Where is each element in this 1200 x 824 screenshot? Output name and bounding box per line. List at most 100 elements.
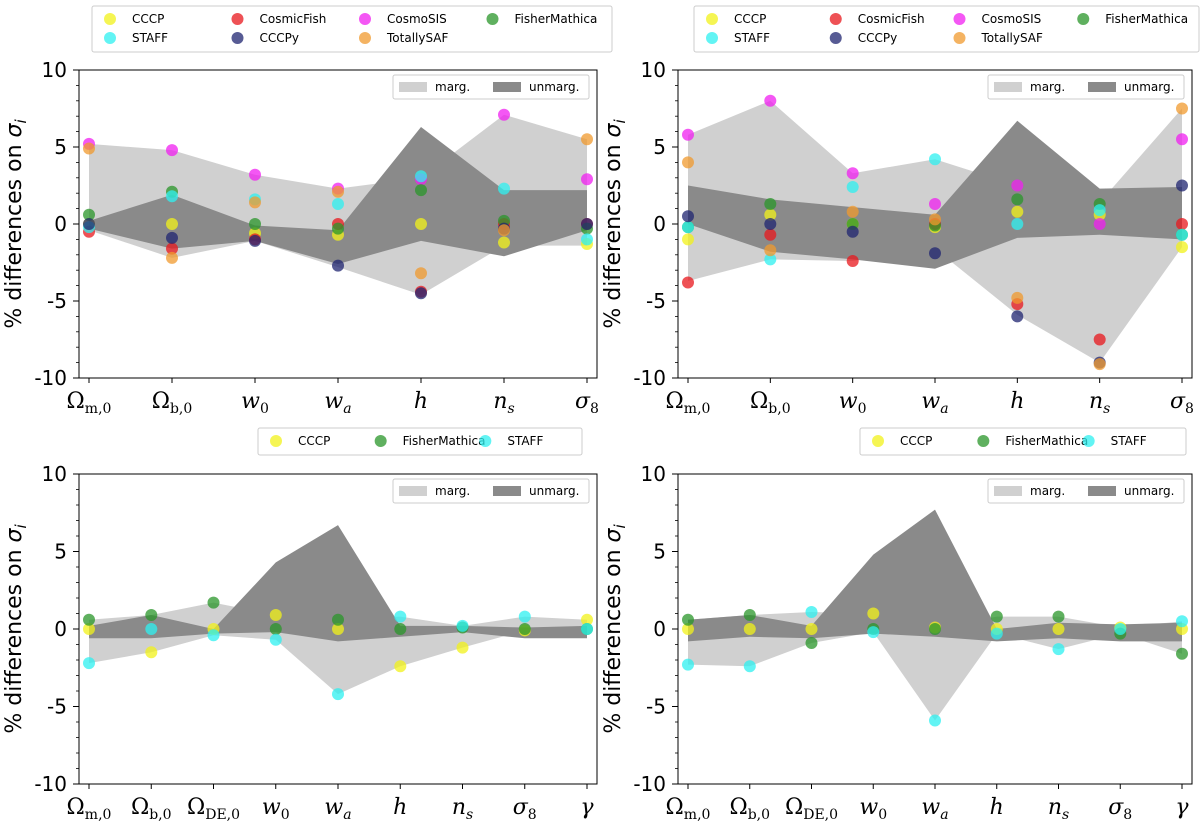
- data-point: [145, 646, 158, 659]
- data-point: [1052, 610, 1065, 623]
- unmarg-band: [89, 525, 587, 642]
- data-point: [145, 609, 158, 621]
- data-point: [682, 276, 694, 289]
- data-point: [1176, 241, 1188, 254]
- data-point: [1176, 615, 1188, 628]
- unmarg-swatch: [493, 82, 521, 92]
- marg-swatch: [994, 486, 1022, 496]
- series-legend-box: [91, 5, 613, 53]
- unmarg-band: [688, 120, 1182, 269]
- x-tick-label: Ωb,0: [750, 389, 791, 417]
- data-point: [990, 627, 1003, 640]
- marg-label: marg.: [435, 80, 470, 94]
- data-point: [1011, 218, 1024, 230]
- band-legend-box: [392, 478, 590, 504]
- series-TotallySAF: [682, 102, 1188, 371]
- data-point: [1114, 623, 1127, 635]
- data-point: [805, 606, 818, 618]
- data-point: [1011, 179, 1024, 192]
- legend-label: CosmoSIS: [387, 12, 447, 26]
- y-tick-label: 5: [653, 540, 666, 564]
- data-point: [166, 144, 178, 157]
- unmarg-swatch: [1088, 486, 1116, 496]
- unmarg-label: unmarg.: [1124, 80, 1174, 94]
- data-point: [249, 218, 261, 230]
- x-tick-label: Ωm,0: [67, 795, 112, 823]
- x-tick-label: w0: [859, 795, 887, 823]
- data-point: [846, 167, 859, 180]
- data-point: [83, 623, 95, 635]
- data-point: [805, 623, 818, 635]
- marg-label: marg.: [1030, 484, 1065, 498]
- data-point: [1093, 204, 1106, 217]
- band-legend: marg. unmarg.: [392, 74, 590, 100]
- legend-label: TotallySAF: [981, 31, 1044, 45]
- unmarg-band: [89, 127, 587, 264]
- band-legend-box: [987, 74, 1185, 100]
- data-point: [456, 641, 469, 654]
- y-tick-label: -10: [34, 772, 67, 796]
- data-point: [249, 168, 261, 181]
- y-tick-label: 0: [653, 617, 666, 641]
- series-STAFF: [682, 153, 1188, 266]
- x-tick-label: h: [1010, 389, 1024, 414]
- series-legend-box: [859, 427, 1187, 456]
- y-tick-label: -5: [646, 289, 666, 313]
- legend-label: CCCP: [900, 434, 932, 448]
- data-point: [682, 156, 694, 169]
- unmarg-swatch: [1088, 82, 1116, 92]
- x-tick-label: w0: [839, 389, 867, 417]
- data-point: [332, 259, 344, 272]
- data-point: [415, 218, 427, 230]
- data-point: [581, 613, 593, 626]
- legend-marker: [977, 435, 990, 447]
- legend-marker: [231, 32, 244, 44]
- data-point: [83, 657, 95, 670]
- data-point: [498, 236, 510, 249]
- band-legend: marg. unmarg.: [392, 478, 590, 504]
- data-point: [764, 198, 777, 210]
- data-point: [269, 633, 282, 646]
- data-point: [332, 222, 344, 235]
- data-point: [581, 233, 593, 246]
- legend-label: CCCP: [132, 12, 164, 26]
- data-point: [682, 128, 694, 141]
- y-tick-label: -10: [633, 366, 666, 390]
- data-point: [743, 660, 756, 673]
- legend-marker: [706, 13, 718, 25]
- legend-marker: [359, 13, 371, 25]
- legend-marker: [1082, 435, 1095, 447]
- data-point: [581, 133, 593, 146]
- data-point: [581, 173, 593, 186]
- series-STAFF: [83, 610, 593, 701]
- series-TotallySAF: [83, 133, 593, 280]
- data-point: [1176, 218, 1188, 230]
- data-point: [498, 108, 510, 121]
- data-point: [846, 255, 859, 267]
- data-point: [764, 253, 777, 266]
- x-tick-label: Ωb,0: [152, 389, 193, 417]
- data-point: [145, 623, 158, 635]
- y-tick-label: 5: [54, 540, 67, 564]
- data-point: [743, 623, 756, 635]
- data-point: [682, 221, 694, 234]
- x-tick-label: ns: [452, 795, 473, 823]
- y-axis-label: % differences on σi: [601, 524, 629, 734]
- unmarg-swatch: [493, 486, 521, 496]
- y-tick-label: 0: [54, 212, 67, 236]
- data-point: [1011, 310, 1024, 323]
- data-point: [166, 190, 178, 203]
- data-point: [83, 613, 95, 626]
- data-point: [764, 208, 777, 221]
- legend-label: STAFF: [507, 434, 543, 448]
- data-point: [682, 623, 694, 635]
- data-point: [394, 660, 407, 673]
- data-point: [1052, 623, 1065, 635]
- y-tick-label: 5: [653, 135, 666, 159]
- x-tick-label: Ωm,0: [67, 389, 112, 417]
